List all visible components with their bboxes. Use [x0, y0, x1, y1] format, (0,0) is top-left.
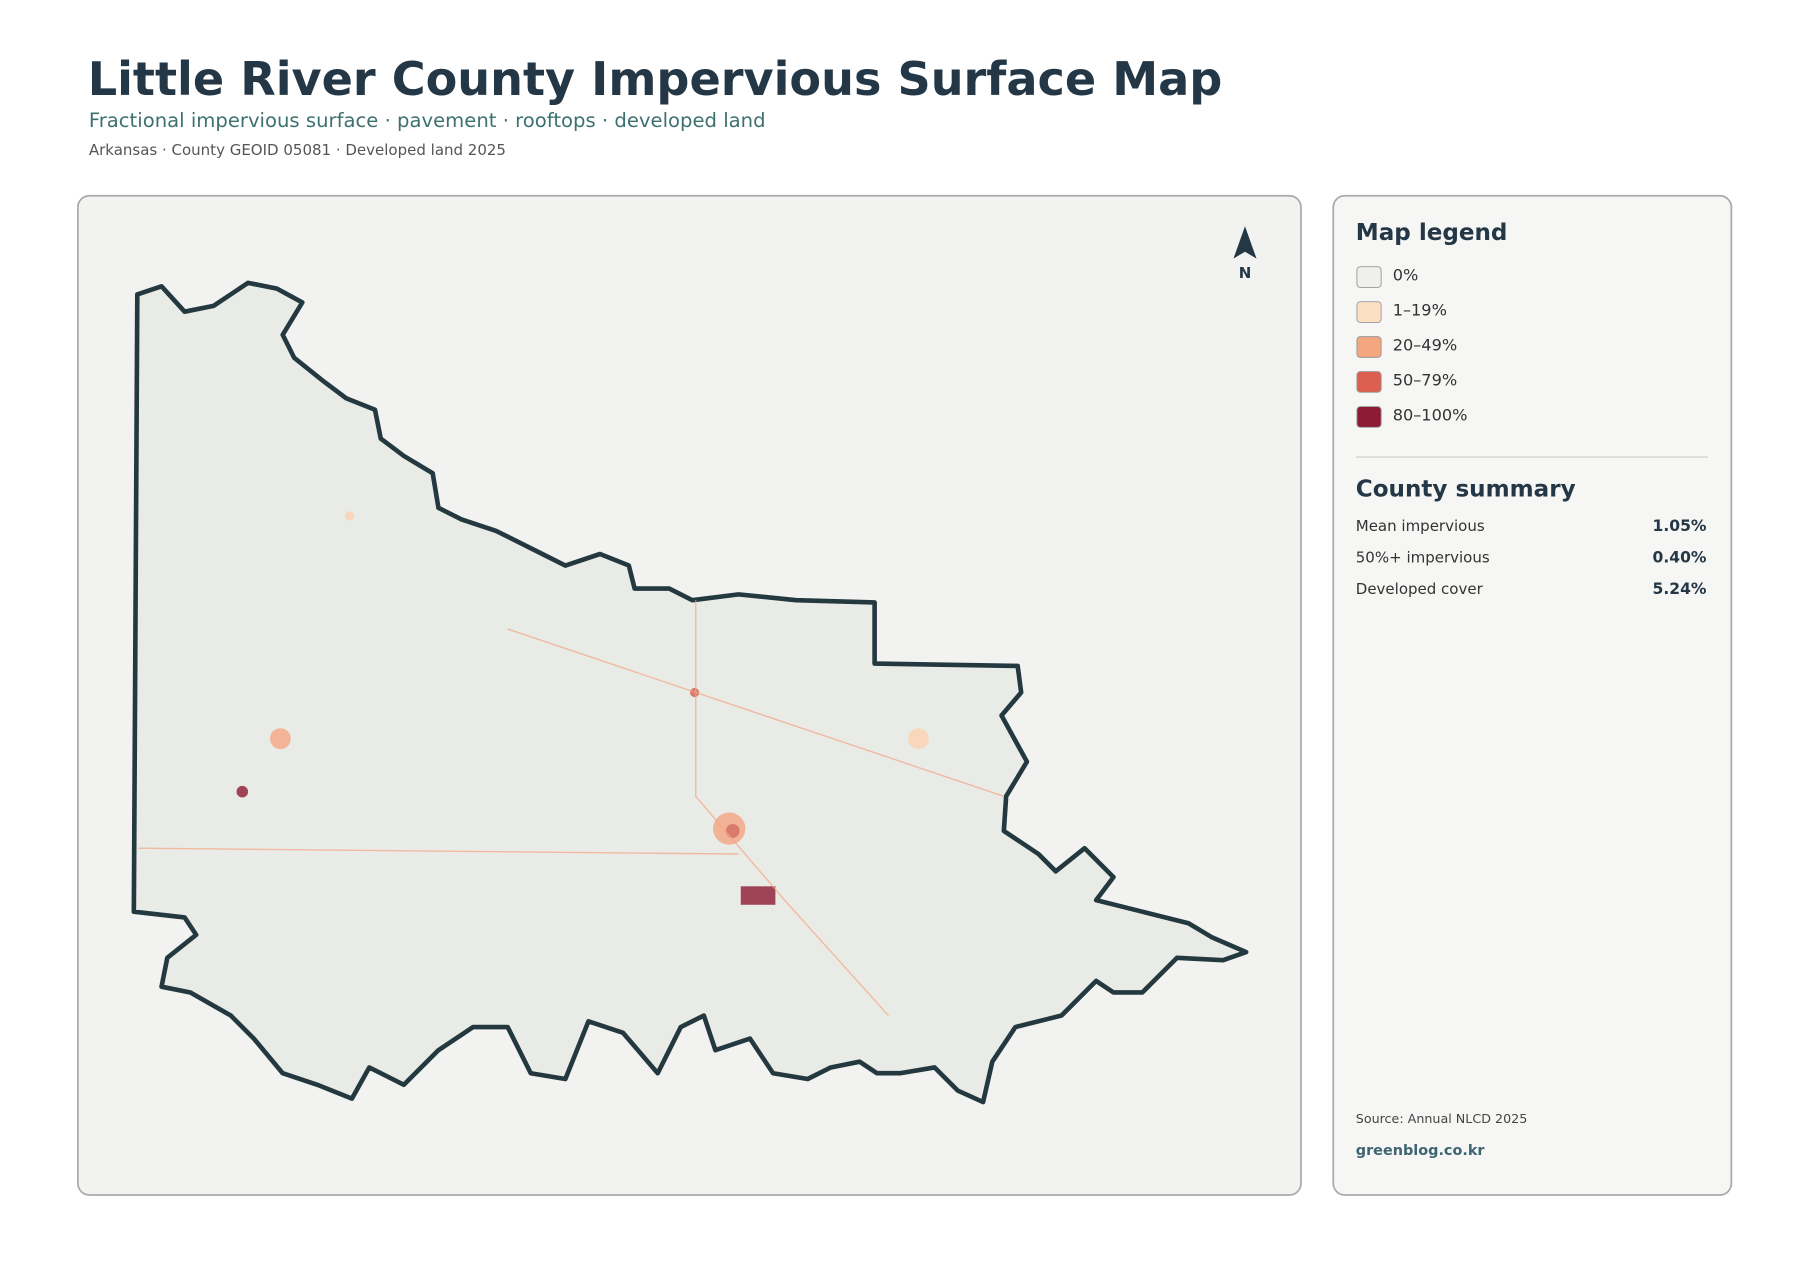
- developed-areas: [236, 511, 929, 905]
- summary-rows: Mean impervious 1.05% 50%+ impervious 0.40%…: [1356, 517, 1707, 598]
- legend-label: 1–19%: [1393, 301, 1447, 320]
- legend-swatch: [1356, 371, 1382, 393]
- summary-value: 5.24%: [1653, 580, 1707, 598]
- legend-title: Map legend: [1356, 220, 1508, 246]
- legend-label: 50–79%: [1393, 370, 1457, 389]
- summary-label: Developed cover: [1356, 580, 1484, 598]
- title: Little River County Impervious Surface M…: [88, 52, 1223, 106]
- legend-items: 0% 1–19% 20–49% 50–79% 80–100%: [1356, 266, 1468, 428]
- legend-label: 80–100%: [1393, 405, 1468, 424]
- legend-label: 0%: [1393, 266, 1419, 285]
- summary-label: Mean impervious: [1356, 517, 1485, 535]
- summary-title: County summary: [1356, 476, 1576, 502]
- legend-swatch: [1356, 266, 1382, 288]
- summary-label: 50%+ impervious: [1356, 548, 1490, 566]
- summary-value: 0.40%: [1653, 548, 1707, 566]
- meta: Arkansas · County GEOID 05081 · Develope…: [89, 141, 506, 159]
- roads: [138, 600, 1005, 1017]
- legend-swatch: [1356, 336, 1382, 358]
- north-label: N: [1239, 264, 1252, 282]
- credit: greenblog.co.kr: [1356, 1143, 1486, 1159]
- north-arrow: [1233, 226, 1257, 259]
- source: Source: Annual NLCD 2025: [1356, 1111, 1528, 1126]
- subtitle: Fractional impervious surface · pavement…: [89, 109, 766, 132]
- legend-swatch: [1356, 301, 1382, 323]
- legend-label: 20–49%: [1393, 335, 1457, 354]
- summary-value: 1.05%: [1653, 517, 1707, 535]
- legend-panel: [1332, 194, 1733, 1196]
- legend-swatch: [1356, 406, 1382, 428]
